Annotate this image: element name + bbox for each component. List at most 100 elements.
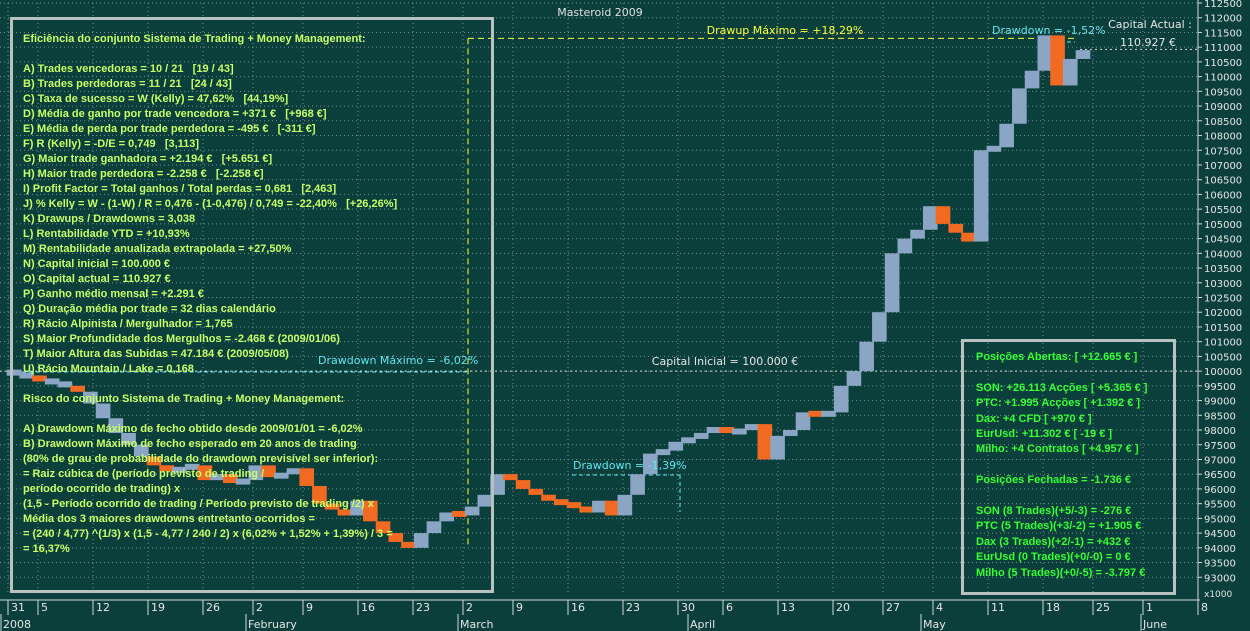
equity-bar [744, 424, 760, 431]
equity-bar [146, 456, 162, 466]
date-tick-label: 30 [681, 601, 695, 614]
price-tick-label: 103500 [1204, 264, 1242, 275]
panel-line: F) R (Kelly) = -D/E = 0,749 [3,113] [23, 138, 200, 150]
equity-bar [846, 371, 862, 386]
equity-bar [159, 465, 175, 472]
month-label: May [923, 618, 946, 631]
equity-bar [172, 466, 187, 473]
equity-bar [732, 428, 747, 435]
equity-bar [770, 435, 785, 460]
panel-line: (80% de grau de probabilidade do drawdow… [23, 453, 379, 465]
panel-line: (1,5 - Período ocorrido de trading / Per… [23, 498, 374, 510]
price-tick-label: 104000 [1204, 249, 1242, 260]
price-tick-label: 93500 [1204, 559, 1236, 570]
date-tick-label: 13 [781, 601, 795, 614]
price-tick-label: 95000 [1204, 514, 1236, 525]
price-tick-label: 103000 [1204, 279, 1242, 290]
date-tick-label: 9 [306, 601, 313, 614]
panel-line [23, 407, 491, 422]
drawdown-label-may: Drawdown = -1,52% [992, 24, 1106, 37]
equity-bars [6, 35, 1091, 548]
panel-line: PTC: +1.995 Acções [ +1.392 € ] [976, 397, 1141, 410]
equity-bar [655, 449, 671, 456]
price-tick-label: 95500 [1204, 500, 1236, 511]
equity-bar [706, 427, 722, 434]
price-tick-label: 102000 [1204, 308, 1242, 319]
price-tick-label: 112500 [1204, 0, 1242, 10]
price-tick-label: 112000 [1204, 14, 1242, 25]
panel-line: = (240 / 4,77) ^(1/3) x (1,5 - 4,77 / 24… [23, 528, 393, 540]
price-tick-label: 96000 [1204, 485, 1236, 496]
equity-bar [223, 474, 238, 484]
equity-bar [57, 381, 73, 388]
equity-bar [1037, 35, 1053, 71]
panel-line: C) Taxa de sucesso = W (Kelly) = 47,62% … [23, 93, 289, 105]
capital-actual-title: Capital Actual : [1108, 18, 1192, 31]
panel-line: Média dos 3 maiores drawdowns entretanto… [23, 513, 315, 525]
panel-line: U) Rácio Mountain / Lake = 0,168 [23, 363, 194, 375]
panel-line: período ocorrido de trading) x [23, 483, 181, 495]
equity-bar [503, 474, 518, 481]
date-tick-label: 20 [836, 601, 850, 614]
equity-bar [401, 541, 416, 548]
date-tick-label: 27 [886, 601, 900, 614]
price-scale-label: x1000 [1204, 590, 1233, 600]
equity-bar [1024, 70, 1040, 89]
equity-bar [299, 468, 315, 486]
equity-bar [910, 229, 925, 239]
equity-bar [833, 385, 849, 413]
equity-bar [541, 494, 556, 501]
date-tick-label: 26 [206, 601, 220, 614]
price-tick-label: 101000 [1204, 338, 1242, 349]
equity-bar [19, 372, 35, 379]
equity-bar [961, 232, 976, 242]
price-tick-label: 109500 [1204, 87, 1242, 98]
panel-line [23, 377, 491, 392]
equity-bar [808, 410, 824, 417]
date-tick-label: 6 [726, 601, 733, 614]
equity-bar [515, 480, 531, 489]
equity-bar [821, 410, 836, 417]
price-tick-label: 98000 [1204, 426, 1236, 437]
equity-bar [44, 378, 60, 385]
price-axis: 93000 93500 94000 94500 95000 95500 96000 96500… [1197, 0, 1242, 600]
price-tick-label: 93000 [1204, 573, 1236, 584]
reference-lines [0, 37, 1198, 548]
month-label: April [690, 618, 715, 631]
panel-line: N) Capital inicial = 100.000 € [23, 258, 171, 270]
equity-bar [782, 429, 798, 436]
panel-line: B) Drawdown Máximo de fecho esperado em … [23, 438, 357, 450]
price-tick-label: 111500 [1204, 28, 1242, 39]
panel-line: Q) Duração média por trade = 32 dias cal… [23, 303, 276, 315]
equity-bar [83, 391, 98, 404]
drawup-label: Drawup Máximo = +18,29% [707, 24, 864, 37]
price-tick-label: 106000 [1204, 190, 1242, 201]
date-tick-label: 2 [256, 601, 263, 614]
equity-bar [592, 500, 607, 513]
equity-bar [897, 238, 913, 254]
equity-bar [630, 474, 645, 495]
equity-bar [363, 500, 378, 522]
date-tick-label: 16 [571, 601, 585, 614]
month-label: 2008 [3, 618, 31, 631]
equity-bar [248, 465, 264, 481]
equity-bar [693, 432, 709, 439]
equity-bar [337, 509, 353, 516]
price-tick-label: 101500 [1204, 323, 1242, 334]
equity-bar [795, 412, 811, 431]
month-label: February [248, 618, 297, 631]
equity-bar [210, 474, 225, 481]
equity-bar [948, 223, 964, 233]
capital-actual-value: 110.927 € [1120, 36, 1176, 49]
month-label: March [460, 618, 494, 631]
date-tick-label: 23 [626, 601, 640, 614]
price-tick-label: 105500 [1204, 205, 1242, 216]
panel-line: I) Profit Factor = Total ganhos / Total … [23, 183, 337, 195]
panel-line: J) % Kelly = W - (1-W) / R = 0,476 - (1-… [23, 198, 398, 210]
panel-line: P) Ganho médio mensal = +2.291 € [23, 288, 204, 300]
equity-bar [999, 123, 1014, 148]
positions-panel: Posições Abertas: [ +12.665 € ] SON: +26… [961, 339, 1176, 595]
equity-bar [375, 521, 391, 534]
equity-bar [884, 253, 900, 313]
